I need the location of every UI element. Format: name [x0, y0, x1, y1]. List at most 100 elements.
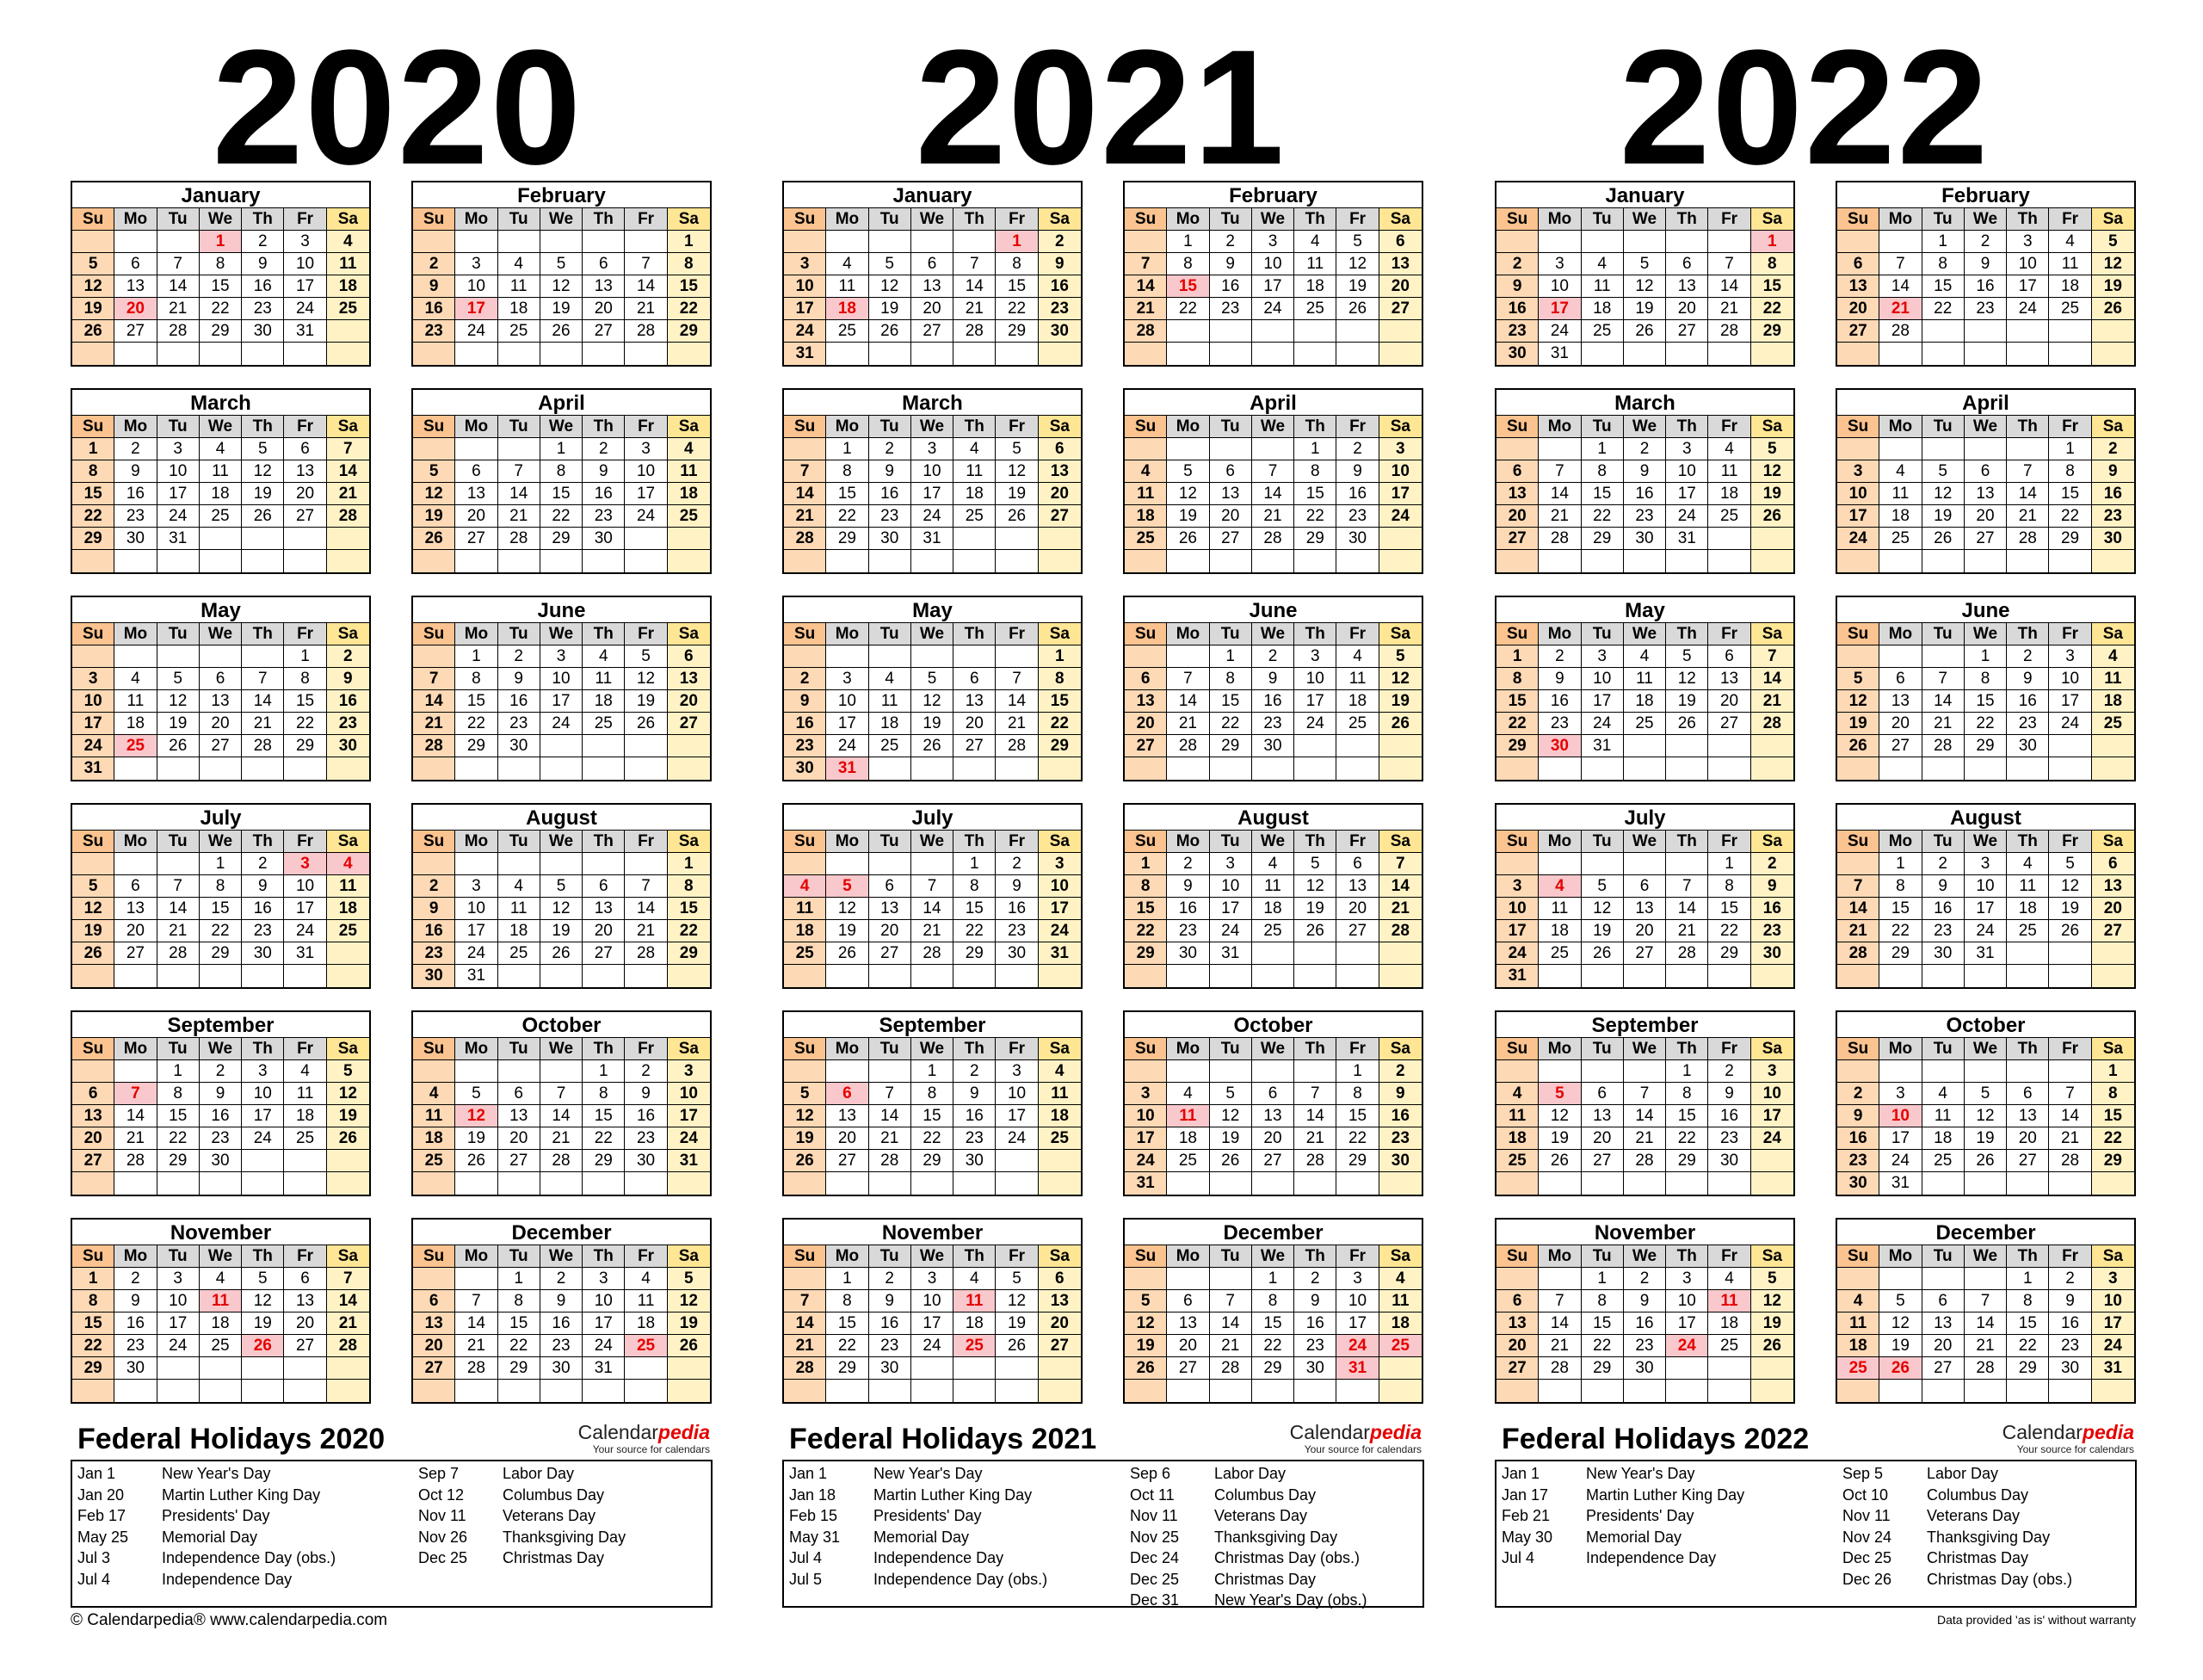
holiday-day-cell[interactable]: 10 [1879, 1105, 1922, 1127]
day-cell[interactable]: 29 [1336, 1150, 1379, 1172]
day-cell[interactable]: 13 [1167, 1312, 1210, 1335]
day-cell[interactable]: 27 [1581, 1150, 1624, 1172]
day-cell[interactable]: 19 [996, 1312, 1039, 1335]
day-cell[interactable]: 4 [1125, 460, 1168, 483]
day-cell[interactable]: 12 [1336, 253, 1379, 275]
day-cell[interactable]: 4 [826, 253, 869, 275]
day-cell[interactable]: 29 [157, 1150, 200, 1172]
day-cell[interactable]: 31 [1581, 735, 1624, 757]
day-cell[interactable]: 15 [826, 483, 869, 505]
day-cell[interactable]: 23 [1209, 298, 1252, 320]
holiday-day-cell[interactable]: 11 [953, 1290, 997, 1312]
day-cell[interactable]: 13 [497, 1105, 540, 1127]
day-cell[interactable]: 11 [1922, 1105, 1965, 1127]
day-cell[interactable]: 15 [540, 483, 583, 505]
day-cell[interactable]: 26 [1922, 528, 1965, 550]
day-cell[interactable]: 24 [284, 920, 327, 942]
day-cell[interactable]: 20 [1125, 713, 1168, 735]
day-cell[interactable]: 8 [2049, 460, 2092, 483]
day-cell[interactable]: 8 [1922, 253, 1965, 275]
day-cell[interactable]: 7 [1708, 253, 1751, 275]
day-cell[interactable]: 8 [953, 875, 997, 898]
day-cell[interactable]: 3 [2007, 231, 2050, 253]
day-cell[interactable]: 16 [413, 920, 456, 942]
day-cell[interactable]: 11 [1379, 1290, 1422, 1312]
day-cell[interactable]: 28 [242, 735, 285, 757]
day-cell[interactable]: 23 [2091, 505, 2134, 528]
day-cell[interactable]: 30 [497, 735, 540, 757]
day-cell[interactable]: 7 [1922, 668, 1965, 690]
day-cell[interactable]: 3 [284, 231, 327, 253]
day-cell[interactable]: 14 [1666, 898, 1709, 920]
holiday-day-cell[interactable]: 20 [114, 298, 157, 320]
holiday-day-cell[interactable]: 15 [1167, 275, 1210, 298]
day-cell[interactable]: 21 [1251, 505, 1295, 528]
day-cell[interactable]: 7 [1209, 1290, 1252, 1312]
day-cell[interactable]: 31 [1539, 343, 1582, 365]
day-cell[interactable]: 18 [1581, 298, 1624, 320]
day-cell[interactable]: 5 [1964, 1083, 2008, 1105]
day-cell[interactable]: 1 [1964, 645, 2008, 668]
day-cell[interactable]: 21 [1708, 298, 1751, 320]
day-cell[interactable]: 29 [910, 1150, 954, 1172]
day-cell[interactable]: 20 [953, 713, 997, 735]
day-cell[interactable]: 6 [667, 645, 710, 668]
day-cell[interactable]: 14 [1837, 898, 1880, 920]
day-cell[interactable]: 6 [2007, 1083, 2050, 1105]
day-cell[interactable]: 13 [953, 690, 997, 713]
day-cell[interactable]: 28 [326, 505, 369, 528]
day-cell[interactable]: 2 [625, 1060, 668, 1083]
day-cell[interactable]: 25 [199, 505, 243, 528]
day-cell[interactable]: 6 [114, 875, 157, 898]
day-cell[interactable]: 19 [996, 483, 1039, 505]
day-cell[interactable]: 9 [1294, 1290, 1337, 1312]
day-cell[interactable]: 23 [1251, 713, 1295, 735]
day-cell[interactable]: 24 [1666, 505, 1709, 528]
day-cell[interactable]: 26 [1539, 1150, 1582, 1172]
day-cell[interactable]: 24 [784, 320, 827, 343]
day-cell[interactable]: 8 [199, 253, 243, 275]
day-cell[interactable]: 24 [826, 735, 869, 757]
day-cell[interactable]: 20 [1708, 690, 1751, 713]
day-cell[interactable]: 20 [1379, 275, 1422, 298]
day-cell[interactable]: 17 [910, 1312, 954, 1335]
day-cell[interactable]: 14 [953, 275, 997, 298]
day-cell[interactable]: 25 [1251, 920, 1295, 942]
day-cell[interactable]: 9 [413, 275, 456, 298]
day-cell[interactable]: 3 [540, 645, 583, 668]
day-cell[interactable]: 23 [242, 298, 285, 320]
day-cell[interactable]: 3 [1379, 438, 1422, 460]
day-cell[interactable]: 7 [326, 1268, 369, 1290]
day-cell[interactable]: 2 [583, 438, 626, 460]
day-cell[interactable]: 28 [625, 320, 668, 343]
day-cell[interactable]: 30 [1336, 528, 1379, 550]
day-cell[interactable]: 24 [284, 298, 327, 320]
day-cell[interactable]: 8 [72, 460, 115, 483]
holiday-day-cell[interactable]: 25 [953, 1335, 997, 1357]
day-cell[interactable]: 29 [540, 528, 583, 550]
day-cell[interactable]: 18 [953, 483, 997, 505]
day-cell[interactable]: 28 [1539, 1357, 1582, 1380]
day-cell[interactable]: 4 [1038, 1060, 1081, 1083]
day-cell[interactable]: 19 [1581, 920, 1624, 942]
day-cell[interactable]: 1 [1209, 645, 1252, 668]
day-cell[interactable]: 13 [114, 275, 157, 298]
day-cell[interactable]: 16 [1167, 898, 1210, 920]
day-cell[interactable]: 8 [1581, 460, 1624, 483]
day-cell[interactable]: 25 [2049, 298, 2092, 320]
day-cell[interactable]: 16 [1209, 275, 1252, 298]
day-cell[interactable]: 10 [1581, 668, 1624, 690]
day-cell[interactable]: 31 [157, 528, 200, 550]
day-cell[interactable]: 4 [1623, 645, 1667, 668]
day-cell[interactable]: 3 [1125, 1083, 1168, 1105]
day-cell[interactable]: 18 [784, 920, 827, 942]
day-cell[interactable]: 22 [2049, 505, 2092, 528]
day-cell[interactable]: 22 [1581, 505, 1624, 528]
day-cell[interactable]: 12 [1294, 875, 1337, 898]
day-cell[interactable]: 8 [826, 1290, 869, 1312]
day-cell[interactable]: 19 [1623, 298, 1667, 320]
day-cell[interactable]: 30 [2049, 1357, 2092, 1380]
day-cell[interactable]: 10 [1750, 1083, 1793, 1105]
day-cell[interactable]: 6 [1879, 668, 1922, 690]
day-cell[interactable]: 4 [1879, 460, 1922, 483]
